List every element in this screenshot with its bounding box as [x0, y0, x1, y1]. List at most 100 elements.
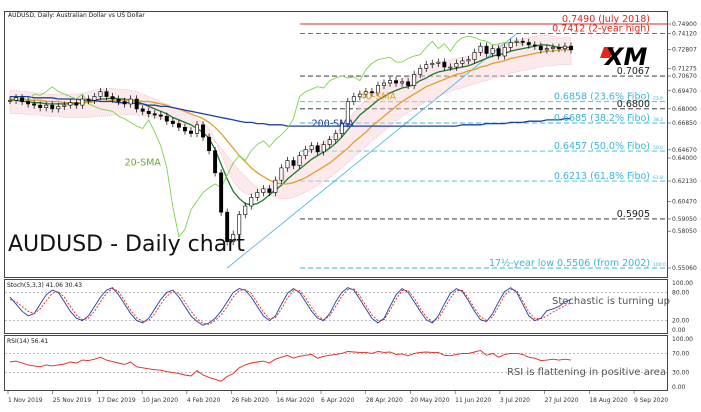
candle-body [50, 104, 55, 110]
candle-body [14, 97, 18, 101]
osc-tick-label: 30.00 [672, 370, 689, 377]
candle-body [333, 133, 338, 140]
candle-body [128, 98, 133, 105]
candle-body [357, 93, 362, 97]
candle-body [454, 63, 459, 68]
candle-body [255, 192, 260, 198]
y-tick-label: 0.74900 [672, 21, 697, 28]
candle-body [563, 45, 567, 49]
main-chart-label: AUDUSD - Daily chart [8, 232, 245, 257]
candle-body [267, 188, 272, 193]
level-label: 0.7412 (2-year high) [552, 24, 650, 35]
candle-body [134, 98, 139, 110]
candle-body [538, 45, 543, 51]
rsi-panel-frame [4, 335, 668, 391]
candle-body [363, 91, 368, 95]
candle-body [279, 167, 284, 181]
osc-tick-label: 100.00 [672, 336, 693, 343]
price-panel-frame [4, 11, 668, 278]
x-axis-ticks: 1 Nov 2019 25 Nov 2019 17 Dec 2019 10 Jan 2… [7, 391, 668, 404]
ma-label: 200-SMA [312, 119, 355, 130]
y-tick-label: 0.59050 [672, 216, 697, 223]
candle-body [140, 108, 145, 112]
rsi-label: RSI(14) 56.41 [7, 338, 48, 345]
candle-body [116, 98, 121, 102]
level-labels: 0.7490 (July 2018)0.7412 (2-year high) 0.… [489, 14, 666, 269]
candle-body [303, 149, 308, 156]
ma-label: 20-SMA [125, 157, 162, 168]
x-tick-label: 27 Jul 2020 [545, 397, 579, 404]
candle-body [44, 104, 49, 108]
x-tick-label: 11 Jun 2020 [455, 397, 491, 404]
level-label: 0.6685 (38.2% Fibo) [554, 113, 650, 124]
candle-body [38, 104, 43, 108]
candle-body [418, 67, 423, 75]
candle-body [345, 101, 350, 124]
candle-body [170, 120, 175, 124]
osc-tick-label: 0.00 [672, 384, 686, 391]
candle-body [291, 160, 296, 166]
candle-body [152, 113, 157, 116]
candle-body [110, 96, 115, 100]
candles [8, 37, 573, 246]
y-tick-label: 0.58050 [672, 228, 697, 235]
y-tick-label: 0.66850 [672, 120, 697, 127]
candle-body [80, 98, 85, 106]
candle-body [484, 45, 489, 54]
candle-body [261, 188, 266, 193]
osc-tick-label: 70.00 [672, 350, 689, 357]
y-tick-label: 0.62130 [672, 178, 697, 185]
fib-tag: 100.0 [653, 262, 666, 268]
candle-body [442, 61, 447, 68]
candle-body [448, 66, 453, 69]
candle-body [285, 160, 290, 169]
series-line [10, 95, 571, 127]
candle-body [213, 150, 218, 174]
candle-body [158, 114, 163, 117]
level-label: 0.5905 [617, 209, 650, 220]
rsi-panel: 100.00 70.00 30.00 0.00 [5, 336, 693, 391]
candle-body [472, 51, 477, 60]
candle-body [514, 40, 519, 43]
y-tick-label: 0.72807 [672, 47, 697, 54]
stochastic-panel: 100.00 80.00 20.00 0.00 [5, 280, 693, 334]
candle-body [225, 211, 230, 242]
candle-body [32, 103, 37, 106]
candle-body [297, 155, 302, 166]
candle-body [430, 63, 435, 65]
osc-tick-label: 100.00 [672, 280, 693, 287]
y-tick-label: 0.60470 [672, 198, 697, 205]
y-tick-label: 0.74120 [672, 31, 697, 38]
candle-body [520, 40, 525, 43]
candle-body [460, 60, 465, 64]
xm-logo: XM [600, 43, 648, 71]
candle-body [382, 82, 386, 86]
stochastic-note: Stochastic is turning up [552, 296, 670, 307]
candle-body [176, 123, 181, 128]
osc-tick-label: 0.00 [672, 327, 686, 334]
candle-body [104, 91, 109, 97]
candle-body [62, 104, 67, 107]
series-line [10, 44, 571, 206]
candle-body [315, 145, 320, 153]
chart-title: AUDUSD, Daily: Australian Dollar vs US D… [8, 12, 145, 19]
x-tick-label: 1 Nov 2019 [8, 397, 43, 404]
candle-body [86, 98, 91, 101]
level-label: 0.6213 (61.8% Fibo) [554, 171, 650, 182]
candle-body [182, 127, 187, 132]
candle-body [56, 106, 61, 110]
candle-body [74, 102, 79, 106]
stoch-d-line [9, 288, 572, 325]
level-label: 0.6858 (23.6% Fibo) [554, 92, 650, 103]
x-tick-label: 10 Jan 2020 [142, 397, 178, 404]
candle-body [309, 145, 314, 150]
candle-body [369, 91, 374, 94]
osc-tick-label: 20.00 [672, 318, 689, 325]
candle-body [478, 45, 483, 53]
x-tick-label: 16 Mar 2020 [276, 397, 314, 404]
x-tick-label: 9 Sep 2020 [634, 397, 668, 404]
fibonacci-trendline [226, 33, 517, 269]
y-tick-label: 0.68000 [672, 106, 697, 113]
xm-logo-text: XM [603, 43, 648, 71]
